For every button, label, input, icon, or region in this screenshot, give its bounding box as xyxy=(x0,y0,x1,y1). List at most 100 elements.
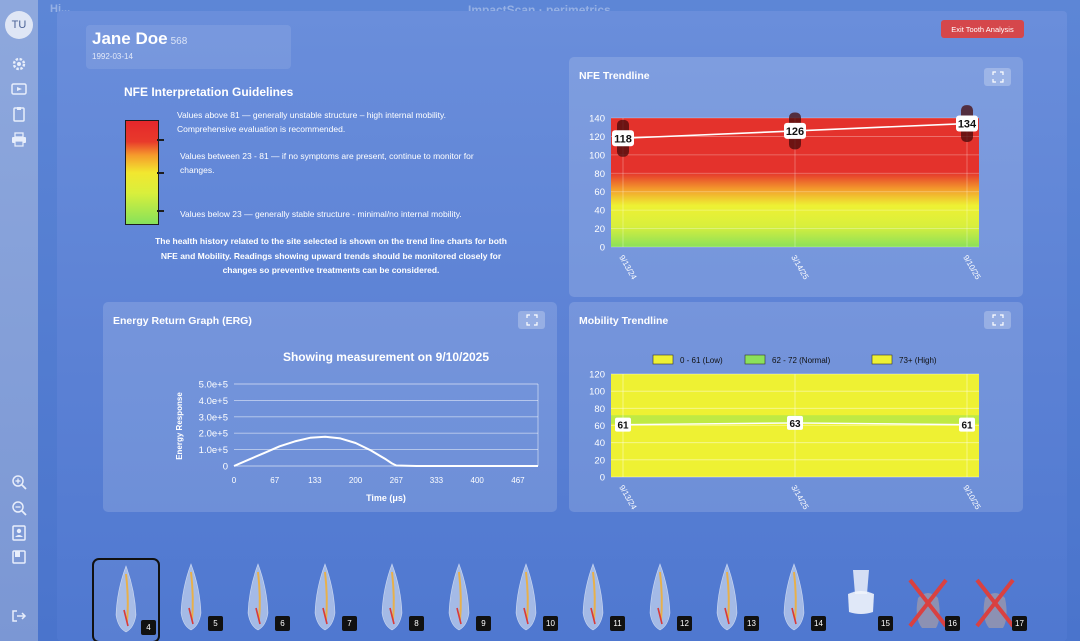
mobility-expand-button[interactable] xyxy=(984,311,1011,329)
tooth-4[interactable]: 4 xyxy=(92,558,160,641)
patient-info: Jane Doe 568 1992-03-14 xyxy=(86,25,291,69)
nfe-y-tick-label: 40 xyxy=(594,206,605,217)
nfe-y-tick-label: 20 xyxy=(594,224,605,235)
mobility-value-label-bg xyxy=(787,415,803,430)
nfe-scale-gradient xyxy=(125,120,159,225)
erg-y-tick-label: 4.0e+5 xyxy=(199,396,228,407)
erg-y-tick-label: 5.0e+5 xyxy=(199,380,228,391)
tooth-number-label: 8 xyxy=(409,616,424,631)
gear-icon[interactable] xyxy=(11,56,27,72)
tooth-9[interactable]: 9 xyxy=(427,558,495,641)
erg-x-tick-label: 0 xyxy=(232,476,237,485)
mobility-trendline-panel: Mobility Trendline 0 20 40 60 80 100 120 9/13/2… xyxy=(569,302,1023,512)
nfe-y-tick-label: 0 xyxy=(600,243,605,254)
erg-expand-button[interactable] xyxy=(518,311,545,329)
tooth-icon xyxy=(381,563,403,631)
erg-x-tick-label: 400 xyxy=(471,476,485,485)
left-sidebar: TU xyxy=(0,0,38,641)
logout-icon[interactable] xyxy=(11,608,27,624)
nfe-value-label-bg xyxy=(956,115,978,132)
tooth-icon xyxy=(115,565,137,633)
erg-x-tick-label: 200 xyxy=(349,476,363,485)
tooth-6[interactable]: 6 xyxy=(226,558,294,641)
tooth-number-label: 17 xyxy=(1012,616,1027,631)
nfe-expand-button[interactable] xyxy=(984,68,1011,86)
tooth-number-label: 5 xyxy=(208,616,223,631)
erg-x-tick-label: 67 xyxy=(270,476,279,485)
tooth-10[interactable]: 10 xyxy=(494,558,562,641)
tooth-number-label: 10 xyxy=(543,616,558,631)
guidelines-title: NFE Interpretation Guidelines xyxy=(124,85,294,99)
tooth-number-label: 12 xyxy=(677,616,692,631)
expand-icon xyxy=(525,314,538,326)
tooth-icon xyxy=(515,563,537,631)
tooth-7[interactable]: 7 xyxy=(293,558,361,641)
tooth-14[interactable]: 14 xyxy=(762,558,830,641)
tooth-13[interactable]: 13 xyxy=(695,558,763,641)
tooth-number-label: 16 xyxy=(945,616,960,631)
mobility-legend-label: 73+ (High) xyxy=(899,356,937,365)
patient-name: Jane Doe xyxy=(92,29,168,48)
mobility-y-tick-label: 60 xyxy=(594,421,605,432)
mobility-y-tick-label: 100 xyxy=(589,387,605,398)
mobility-value-label-bg xyxy=(959,417,975,432)
nfe-y-tick-label: 100 xyxy=(589,150,605,161)
mobility-chart: 0 20 40 60 80 100 120 9/13/24 3/14/25 9/10/25 0 - … xyxy=(589,354,983,512)
mobility-y-tick-label: 120 xyxy=(589,370,605,381)
clipboard-icon[interactable] xyxy=(11,106,27,122)
nfe-value-label: 126 xyxy=(786,126,804,138)
erg-y-tick-label: 0 xyxy=(223,462,228,473)
tooth-icon xyxy=(180,563,202,631)
mobility-value-label-bg xyxy=(615,417,631,432)
tooth-15[interactable]: 15 xyxy=(829,558,897,641)
mobility-legend-label: 62 - 72 (Normal) xyxy=(772,356,831,365)
tooth-17[interactable]: 17 xyxy=(963,558,1031,641)
patient-card-icon[interactable] xyxy=(11,525,27,541)
zoom-out-icon[interactable] xyxy=(11,500,27,516)
tooth-8[interactable]: 8 xyxy=(360,558,428,641)
user-avatar[interactable]: TU xyxy=(5,11,33,39)
tooth-number-label: 6 xyxy=(275,616,290,631)
tooth-5[interactable]: 5 xyxy=(159,558,227,641)
tooth-number-label: 7 xyxy=(342,616,357,631)
tooth-16[interactable]: 16 xyxy=(896,558,964,641)
erg-y-tick-label: 2.0e+5 xyxy=(199,429,228,440)
zoom-in-icon[interactable] xyxy=(11,474,27,490)
mobility-value-label: 63 xyxy=(789,419,801,430)
mobility-y-tick-label: 80 xyxy=(594,404,605,415)
tooth-12[interactable]: 12 xyxy=(628,558,696,641)
guideline-mid: Values between 23 - 81 — if no symptoms … xyxy=(180,151,474,175)
tooth-icon xyxy=(716,563,738,631)
erg-x-tick-label: 267 xyxy=(390,476,404,485)
video-icon[interactable] xyxy=(11,81,27,97)
patient-id: 568 xyxy=(170,36,188,47)
erg-panel-title: Energy Return Graph (ERG) xyxy=(113,315,252,327)
mobility-x-tick-label: 9/10/25 xyxy=(961,484,982,512)
mobility-panel-title: Mobility Trendline xyxy=(579,315,669,327)
mobility-legend-swatch xyxy=(652,354,674,365)
tooth-number-label: 14 xyxy=(811,616,826,631)
scale-tick-high xyxy=(157,139,164,141)
book-icon[interactable] xyxy=(11,549,27,565)
tooth-number-label: 4 xyxy=(141,620,156,635)
mobility-value-label: 61 xyxy=(961,421,973,432)
erg-panel: Energy Return Graph (ERG) Showing measur… xyxy=(103,302,557,512)
mobility-y-tick-label: 0 xyxy=(600,473,605,484)
mobility-legend-label: 0 - 61 (Low) xyxy=(680,356,723,365)
nfe-value-label: 134 xyxy=(958,119,977,131)
tooth-11[interactable]: 11 xyxy=(561,558,629,641)
nfe-y-tick-label: 120 xyxy=(589,132,605,143)
tooth-number-label: 9 xyxy=(476,616,491,631)
erg-y-tick-label: 3.0e+5 xyxy=(199,412,228,423)
printer-icon[interactable] xyxy=(11,131,27,147)
erg-response-curve xyxy=(233,435,538,467)
missing-tooth-icon xyxy=(975,578,1015,628)
guidelines-note: The health history related to the site s… xyxy=(155,236,507,275)
mobility-y-tick-label: 40 xyxy=(594,438,605,449)
nfe-value-label-bg xyxy=(612,130,634,147)
mobility-legend-swatch xyxy=(744,354,766,365)
mobility-x-tick-label: 3/14/25 xyxy=(789,484,810,512)
exit-tooth-analysis-button[interactable]: Exit Tooth Analysis xyxy=(941,20,1024,38)
tooth-icon xyxy=(649,563,671,631)
nfe-y-tick-label: 140 xyxy=(589,114,605,125)
